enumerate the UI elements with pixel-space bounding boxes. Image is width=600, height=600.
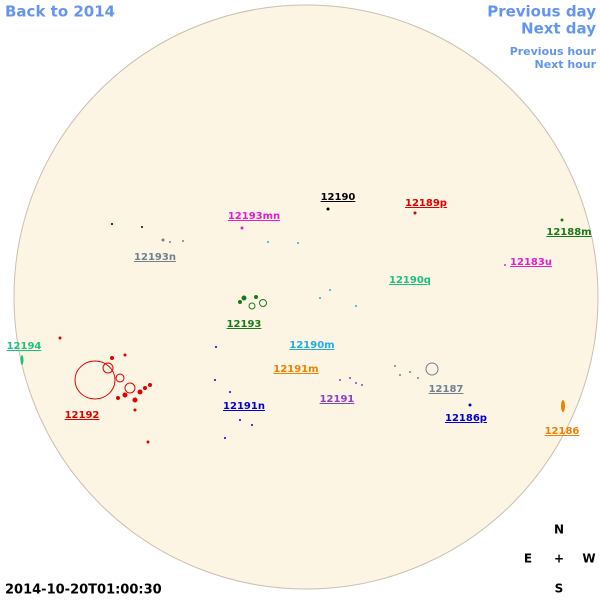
region-label[interactable]: 12193 [227, 319, 262, 330]
region-label[interactable]: 12186 [545, 426, 580, 437]
region-label[interactable]: 12190q [389, 275, 431, 286]
solar-disk [13, 4, 599, 590]
region-label[interactable]: 12191n [223, 401, 265, 412]
region-label[interactable]: 12190m [289, 340, 334, 351]
next-day-link[interactable]: Next day [521, 20, 596, 38]
region-label[interactable]: 12193n [134, 252, 176, 263]
region-label[interactable]: 12194 [7, 341, 42, 352]
previous-hour-link[interactable]: Previous hour [510, 45, 597, 58]
region-label[interactable]: 12191 [320, 394, 355, 405]
compass-east: E [524, 552, 532, 566]
timestamp: 2014-10-20T01:00:30 [5, 583, 162, 598]
compass-west: W [582, 552, 595, 566]
next-hour-link[interactable]: Next hour [535, 58, 597, 71]
region-label[interactable]: 12190 [321, 192, 356, 203]
compass-center: + [554, 552, 564, 566]
region-label[interactable]: 12191m [273, 364, 318, 375]
region-label[interactable]: 12188m [546, 227, 591, 238]
region-label[interactable]: 12187 [429, 384, 464, 395]
region-label[interactable]: 12183u [510, 257, 552, 268]
region-label[interactable]: 12186p [445, 413, 487, 424]
compass-north: N [554, 523, 564, 537]
sunspots [20, 207, 565, 444]
region-label[interactable]: 12193mn [228, 211, 280, 222]
region-label[interactable]: 12192 [65, 410, 100, 421]
previous-day-link[interactable]: Previous day [487, 3, 596, 21]
region-label[interactable]: 12189p [405, 198, 447, 209]
compass-south: S [555, 582, 564, 596]
back-link[interactable]: Back to 2014 [5, 3, 115, 21]
